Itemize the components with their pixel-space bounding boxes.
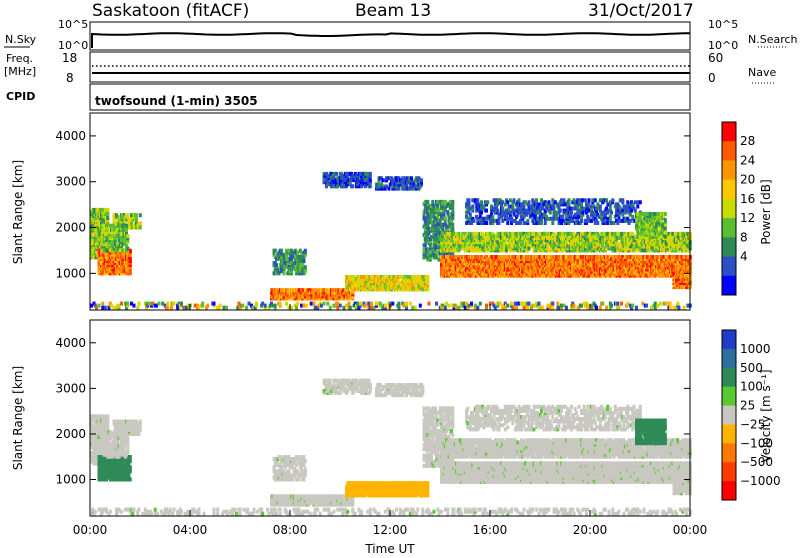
range-gate-cell xyxy=(283,271,286,275)
range-gate-cell xyxy=(351,184,354,188)
beam-title: Beam 13 xyxy=(355,1,431,21)
range-gate-cell xyxy=(125,228,128,232)
nsky-tick-high: 10^5 xyxy=(58,18,88,31)
range-gate-cell xyxy=(426,275,429,279)
cpid-label: CPID xyxy=(6,90,35,103)
range-gate-cell xyxy=(369,184,372,188)
freq-label: Freq. xyxy=(6,52,33,65)
range-gate-cell xyxy=(426,200,429,204)
range-gate-cell xyxy=(410,176,413,180)
range-gate-cell xyxy=(135,213,138,217)
cpid-value: twofsound (1-min) 3505 xyxy=(95,94,258,108)
nsky-trace xyxy=(92,33,690,48)
noise-panel xyxy=(90,22,690,50)
freq-tick-high: 18 xyxy=(62,51,77,65)
range-gate-cell xyxy=(274,249,277,253)
range-gate-cell xyxy=(304,265,307,269)
station-title: Saskatoon (fitACF) xyxy=(92,1,249,21)
range-gate-cell xyxy=(369,178,372,182)
range-gate-cell xyxy=(335,172,338,176)
nsearch-label: N.Search xyxy=(748,33,798,46)
range-gate-cell xyxy=(304,249,307,253)
range-gate-cell xyxy=(126,234,129,238)
range-gate-cell xyxy=(126,246,129,250)
range-gate-cell xyxy=(139,213,142,217)
range-gate-cell xyxy=(129,257,132,261)
range-gate-cell xyxy=(431,200,434,204)
range-gate-cell xyxy=(106,208,109,212)
freq-unit-label: [MHz] xyxy=(4,65,36,78)
range-gate-cell xyxy=(135,217,138,221)
date-title: 31/Oct/2017 xyxy=(588,1,694,21)
nsearch-tick-high: 10^5 xyxy=(708,18,738,31)
range-gate-cell xyxy=(451,210,454,214)
range-gate-cell xyxy=(388,187,391,191)
range-gate-cell xyxy=(106,216,109,220)
range-gate-cell xyxy=(451,223,454,227)
range-gate-cell xyxy=(631,232,634,236)
range-gate-cell xyxy=(139,221,142,225)
range-gate-cell xyxy=(424,243,427,247)
power-panel xyxy=(90,113,692,310)
range-gate-cell xyxy=(275,263,278,267)
freq-tick-low: 8 xyxy=(66,71,74,85)
range-gate-cell xyxy=(126,213,129,217)
nsky-label: N.Sky xyxy=(5,33,37,46)
range-gate-cell xyxy=(443,212,446,216)
range-gate-cell xyxy=(444,216,447,220)
range-gate-cell xyxy=(291,255,294,259)
range-gate-cell xyxy=(125,224,128,228)
range-gate-cell xyxy=(303,259,306,263)
range-gate-cell xyxy=(369,172,372,176)
freq-panel xyxy=(90,52,690,82)
range-gate-cell xyxy=(420,178,423,182)
range-gate-cell xyxy=(451,206,454,210)
nave-tick-low: 0 xyxy=(708,71,716,85)
nave-tick-high: 60 xyxy=(708,51,723,65)
range-gate-cell xyxy=(451,200,454,204)
nave-label: Nave xyxy=(748,66,776,79)
range-gate-cell xyxy=(451,227,454,231)
range-gate-cell xyxy=(280,249,283,253)
range-gate-cell xyxy=(398,187,401,191)
range-gate-cell xyxy=(105,224,108,228)
